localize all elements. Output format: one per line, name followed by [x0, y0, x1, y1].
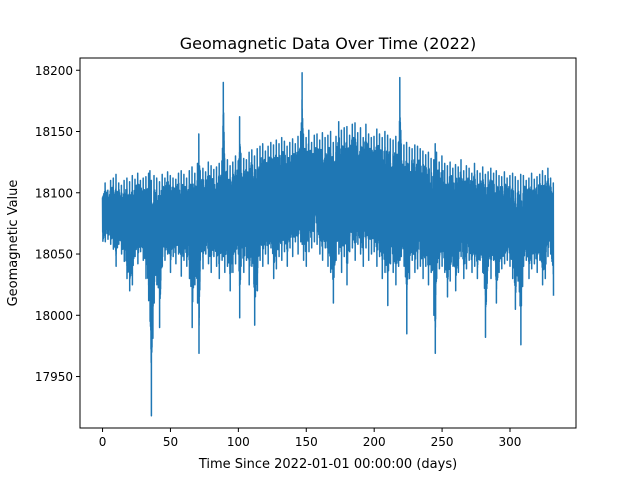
- x-tick-label: 0: [99, 435, 107, 449]
- series-layer: [101, 71, 555, 417]
- x-tick-label: 50: [163, 435, 178, 449]
- y-tick-label: 17950: [35, 370, 73, 384]
- plot-frame: [79, 57, 577, 429]
- plot-area: 0 50 100 150 200 250 300 179501800018050181001…: [35, 57, 577, 449]
- x-tick-label: 150: [295, 435, 318, 449]
- y-tick-label: 18100: [35, 186, 73, 200]
- y-axis-ticks: 17950 18000 18050 18100 18150 18200: [35, 64, 80, 384]
- x-tick-label: 100: [227, 435, 250, 449]
- x-tick-label: 250: [431, 435, 454, 449]
- y-tick-label: 18050: [35, 248, 73, 262]
- y-tick-label: 18150: [35, 125, 73, 139]
- y-tick-label: 18200: [35, 64, 73, 78]
- x-axis-label: Time Since 2022-01-01 00:00:00 (days): [198, 457, 457, 472]
- y-axis-label: Geomagnetic Value: [6, 180, 21, 307]
- chart-title: Geomagnetic Data Over Time (2022): [180, 34, 476, 53]
- x-tick-label: 300: [499, 435, 522, 449]
- x-tick-label: 200: [363, 435, 386, 449]
- x-axis-ticks: 0 50 100 150 200 250 300: [99, 428, 522, 449]
- y-tick-label: 18000: [35, 309, 73, 323]
- series-line: [101, 71, 555, 417]
